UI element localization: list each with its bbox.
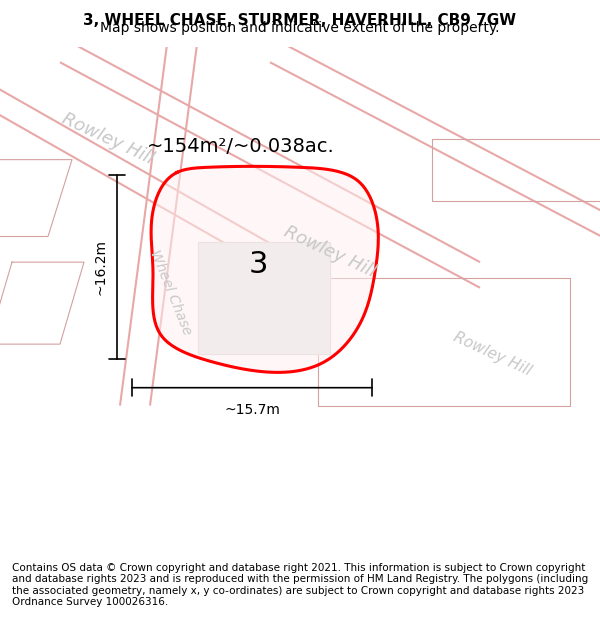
Text: Wheel Chase: Wheel Chase xyxy=(148,248,194,338)
Text: 3, WHEEL CHASE, STURMER, HAVERHILL, CB9 7GW: 3, WHEEL CHASE, STURMER, HAVERHILL, CB9 … xyxy=(83,13,517,28)
Text: ~154m²/~0.038ac.: ~154m²/~0.038ac. xyxy=(147,138,335,156)
Polygon shape xyxy=(198,242,330,354)
Text: ~15.7m: ~15.7m xyxy=(224,403,280,417)
Text: Rowley Hill: Rowley Hill xyxy=(451,330,533,379)
Polygon shape xyxy=(151,166,379,372)
Text: Map shows position and indicative extent of the property.: Map shows position and indicative extent… xyxy=(100,21,500,35)
Text: 3: 3 xyxy=(248,250,268,279)
Text: Rowley Hill: Rowley Hill xyxy=(59,110,157,168)
Text: ~16.2m: ~16.2m xyxy=(94,239,108,295)
Text: Rowley Hill: Rowley Hill xyxy=(281,222,379,281)
Text: Contains OS data © Crown copyright and database right 2021. This information is : Contains OS data © Crown copyright and d… xyxy=(12,562,588,608)
